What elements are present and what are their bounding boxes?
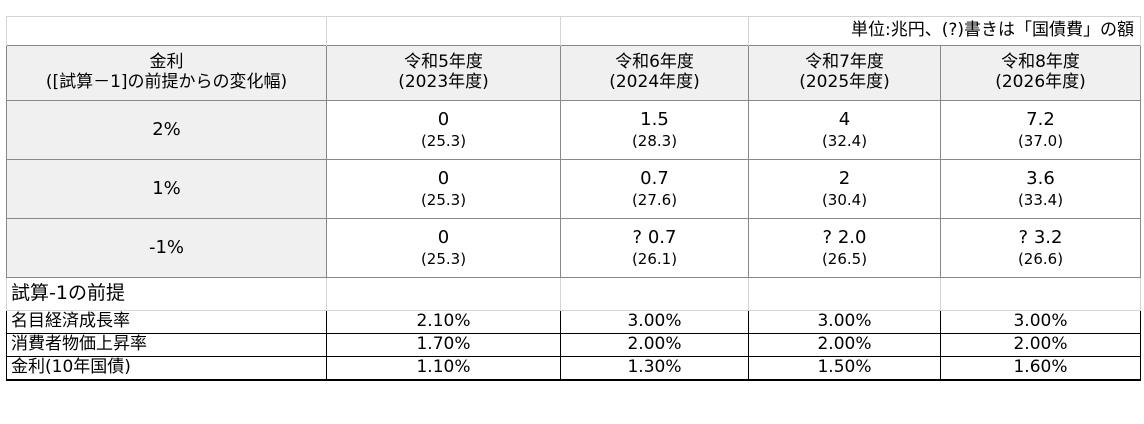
year-sublabel: (2023年度) <box>398 72 489 92</box>
year-header-2: 令和7年度 (2025年度) <box>748 45 941 101</box>
premise-label: 名目経済成長率 <box>6 310 327 334</box>
year-sublabel: (2025年度) <box>799 72 890 92</box>
year-sublabel: (2026年度) <box>995 72 1086 92</box>
value-main: ? 0.7 <box>632 227 677 249</box>
value-main: ? 3.2 <box>1018 227 1063 249</box>
value-main: 4 <box>838 109 851 131</box>
value-cell: ? 2.0 (26.5) <box>748 218 941 278</box>
blank-cell <box>748 277 941 311</box>
rate-row-plus2: 2% 0 (25.3) 1.5 (28.3) 4 (32.4) 7.2 (37.0) <box>6 100 1141 160</box>
year-label: 令和7年度 <box>805 52 884 73</box>
year-label: 令和5年度 <box>404 52 483 73</box>
blank-cell <box>940 277 1141 311</box>
interest-rate-sensitivity-table: 単位:兆円、(?)書きは「国債費」の額 金利 ([試算－1]の前提からの変化幅)… <box>6 16 1141 381</box>
value-main: ? 2.0 <box>822 227 867 249</box>
value-cell: 0 (25.3) <box>326 100 561 160</box>
value-main: 7.2 <box>1026 109 1055 131</box>
value-main: 1.5 <box>640 109 669 131</box>
premise-value: 3.00% <box>748 310 941 334</box>
value-cell: 3.6 (33.4) <box>940 159 1141 219</box>
value-debt-cost: (26.6) <box>1017 249 1064 268</box>
value-main: 0.7 <box>640 168 669 190</box>
value-debt-cost: (33.4) <box>1017 190 1064 209</box>
value-main: 0 <box>437 227 450 249</box>
year-label: 令和6年度 <box>615 52 694 73</box>
premise-value: 2.00% <box>940 333 1141 357</box>
premise-title: 試算-1の前提 <box>6 277 327 311</box>
value-cell: 0.7 (27.6) <box>560 159 749 219</box>
blank-cell <box>326 277 561 311</box>
premise-row-interest: 金利(10年国債) 1.10% 1.30% 1.50% 1.60% <box>6 356 1141 381</box>
premise-value: 2.10% <box>326 310 561 334</box>
value-debt-cost: (25.3) <box>420 131 467 150</box>
value-debt-cost: (27.6) <box>631 190 678 209</box>
blank-cell <box>560 277 749 311</box>
blank-cell <box>6 16 327 46</box>
blank-cell <box>560 16 749 46</box>
value-cell: 4 (32.4) <box>748 100 941 160</box>
rate-header-line1: 金利 <box>149 52 184 73</box>
year-label: 令和8年度 <box>1001 52 1080 73</box>
premise-value: 1.30% <box>560 356 749 381</box>
premise-value: 1.60% <box>940 356 1141 381</box>
rate-cell: 1% <box>6 159 327 219</box>
value-cell: 2 (30.4) <box>748 159 941 219</box>
value-debt-cost: (28.3) <box>631 131 678 150</box>
premise-value: 3.00% <box>560 310 749 334</box>
premise-value: 1.10% <box>326 356 561 381</box>
premise-row-cpi: 消費者物価上昇率 1.70% 2.00% 2.00% 2.00% <box>6 333 1141 357</box>
value-debt-cost: (32.4) <box>821 131 868 150</box>
year-header-1: 令和6年度 (2024年度) <box>560 45 749 101</box>
blank-cell <box>326 16 561 46</box>
value-cell: 0 (25.3) <box>326 218 561 278</box>
year-header-0: 令和5年度 (2023年度) <box>326 45 561 101</box>
premise-value: 1.50% <box>748 356 941 381</box>
premise-label: 金利(10年国債) <box>6 356 327 381</box>
value-debt-cost: (30.4) <box>821 190 868 209</box>
premise-title-row: 試算-1の前提 <box>6 277 1141 311</box>
year-sublabel: (2024年度) <box>609 72 700 92</box>
value-main: 2 <box>838 168 851 190</box>
rate-cell: -1% <box>6 218 327 278</box>
premise-row-nominal-growth: 名目経済成長率 2.10% 3.00% 3.00% 3.00% <box>6 310 1141 334</box>
rate-header-line2: ([試算－1]の前提からの変化幅) <box>45 72 288 92</box>
value-debt-cost: (25.3) <box>420 190 467 209</box>
premise-value: 2.00% <box>560 333 749 357</box>
premise-label: 消費者物価上昇率 <box>6 333 327 357</box>
value-main: 0 <box>437 109 450 131</box>
value-debt-cost: (25.3) <box>420 249 467 268</box>
unit-note: 単位:兆円、(?)書きは「国債費」の額 <box>748 16 1141 46</box>
value-cell: 0 (25.3) <box>326 159 561 219</box>
value-cell: 7.2 (37.0) <box>940 100 1141 160</box>
premise-value: 2.00% <box>748 333 941 357</box>
value-main: 3.6 <box>1026 168 1055 190</box>
value-debt-cost: (26.5) <box>821 249 868 268</box>
premise-value: 1.70% <box>326 333 561 357</box>
value-cell: ? 0.7 (26.1) <box>560 218 749 278</box>
value-main: 0 <box>437 168 450 190</box>
rate-row-minus1: -1% 0 (25.3) ? 0.7 (26.1) ? 2.0 (26.5) ? 3.… <box>6 218 1141 278</box>
value-debt-cost: (37.0) <box>1017 131 1064 150</box>
value-debt-cost: (26.1) <box>631 249 678 268</box>
rate-row-plus1: 1% 0 (25.3) 0.7 (27.6) 2 (30.4) 3.6 (33.4) <box>6 159 1141 219</box>
unit-row: 単位:兆円、(?)書きは「国債費」の額 <box>6 16 1141 46</box>
header-row: 金利 ([試算－1]の前提からの変化幅) 令和5年度 (2023年度) 令和6年… <box>6 45 1141 101</box>
premise-value: 3.00% <box>940 310 1141 334</box>
year-header-3: 令和8年度 (2026年度) <box>940 45 1141 101</box>
value-cell: 1.5 (28.3) <box>560 100 749 160</box>
value-cell: ? 3.2 (26.6) <box>940 218 1141 278</box>
rate-cell: 2% <box>6 100 327 160</box>
rate-header: 金利 ([試算－1]の前提からの変化幅) <box>6 45 327 101</box>
